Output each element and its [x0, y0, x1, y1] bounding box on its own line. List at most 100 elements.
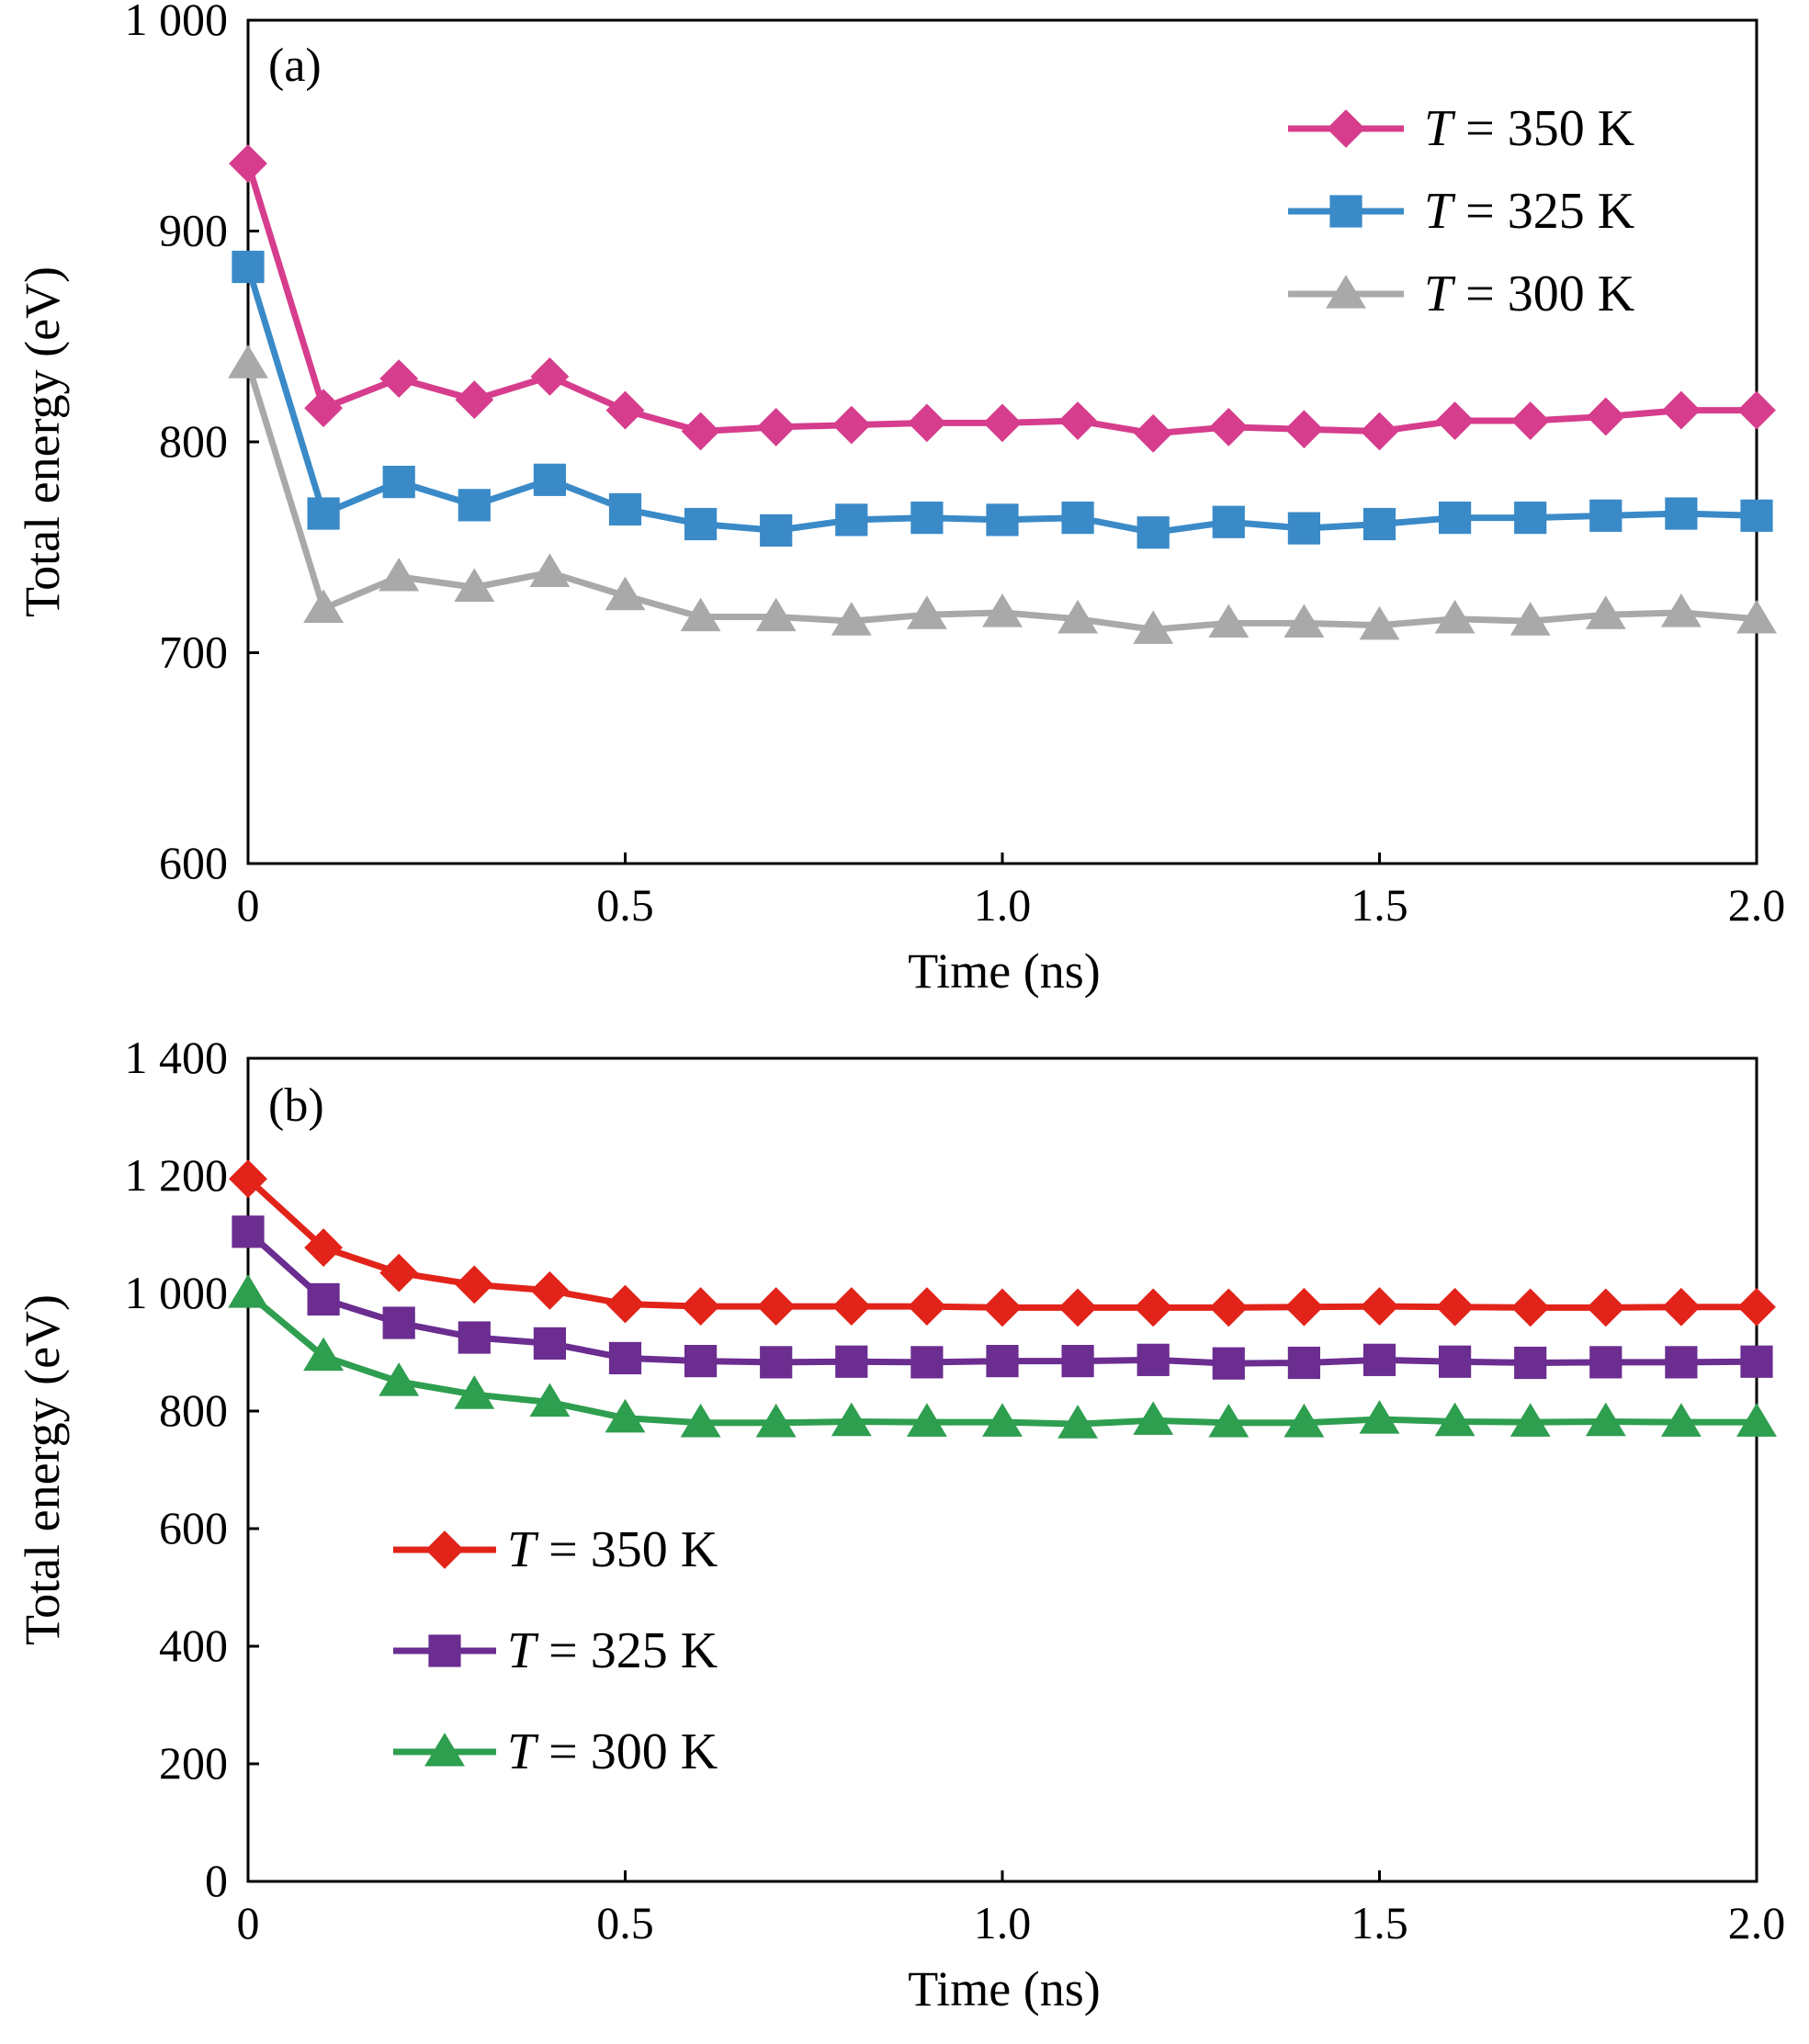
legend-label: T = 350 K [507, 1521, 718, 1578]
data-point [681, 1287, 720, 1326]
data-point [760, 1346, 793, 1379]
x-tick-label: 0.5 [596, 1897, 654, 1948]
data-point [755, 1403, 797, 1438]
data-point [1359, 605, 1400, 640]
x-tick-label: 0 [237, 879, 260, 931]
legend-label-italic: T [1424, 183, 1456, 240]
data-point [1287, 1346, 1320, 1380]
x-tick-label: 1.5 [1351, 879, 1408, 931]
data-point [1439, 502, 1472, 535]
data-point [1133, 610, 1174, 644]
data-point [906, 595, 947, 629]
data-point [229, 144, 267, 183]
data-point [831, 405, 871, 445]
data-point [379, 359, 419, 399]
data-point [379, 557, 420, 592]
x-axis-title: Time (ns) [908, 1961, 1101, 2016]
series-triangle [228, 344, 1777, 644]
data-point [983, 1288, 1022, 1327]
data-point [680, 597, 721, 632]
data-point [986, 503, 1019, 536]
y-axis-title: Total energy (eV) [15, 266, 70, 617]
data-point [1134, 1288, 1173, 1327]
data-point [983, 403, 1022, 443]
legend-marker [1329, 195, 1362, 228]
data-point [1665, 497, 1698, 530]
data-point [681, 412, 720, 451]
x-tick-label: 1.0 [974, 1897, 1032, 1948]
data-point [684, 507, 718, 541]
data-point [1514, 502, 1547, 535]
data-point [307, 497, 340, 530]
data-point [454, 1375, 495, 1409]
x-axis-title: Time (ns) [908, 943, 1101, 999]
data-point [1586, 1288, 1625, 1327]
data-point [1589, 499, 1622, 532]
y-tick-label: 800 [159, 415, 228, 467]
chart-panel-b: 0 200 400 600 800 1 000 1 200 1 400 0 0.5 1.0 1.5 2.… [15, 1032, 1785, 2016]
data-point [1509, 602, 1551, 636]
data-point [529, 553, 571, 587]
y-tick-label: 1 200 [125, 1149, 229, 1201]
x-tick-label: 1.5 [1351, 1897, 1408, 1948]
data-point [530, 356, 570, 396]
data-point [1660, 1403, 1702, 1437]
data-point [1283, 1403, 1325, 1438]
series-diamond [229, 1159, 1776, 1327]
legend-marker [1326, 275, 1366, 309]
data-point [1509, 1403, 1551, 1437]
data-point [455, 380, 494, 419]
data-point [605, 390, 645, 430]
legend-label: T = 325 K [1424, 183, 1634, 240]
legend-label: T = 325 K [507, 1622, 718, 1679]
legend-label-italic: T [507, 1622, 539, 1679]
data-point [533, 463, 566, 496]
data-point [1439, 1345, 1472, 1378]
x-tick-label: 2.0 [1728, 879, 1786, 931]
legend-label-text: = 300 K [536, 1723, 718, 1780]
data-point [835, 1345, 868, 1378]
data-point [458, 489, 491, 522]
data-point [831, 1402, 872, 1437]
data-point [382, 1306, 415, 1339]
y-tick-label: 600 [159, 1502, 228, 1553]
data-point [533, 1327, 566, 1360]
data-point [608, 492, 642, 526]
data-point [906, 1403, 947, 1437]
data-point [1662, 1287, 1701, 1327]
data-point [1360, 412, 1399, 451]
panel-label: (b) [268, 1079, 324, 1132]
data-point [454, 568, 495, 603]
legend-label-text: = 325 K [1453, 183, 1634, 240]
data-point [1360, 1287, 1399, 1326]
chart-panel-a: 600 700 800 900 1 000 0 0.5 1.0 1.5 2.0 Time (ns) T… [15, 0, 1785, 999]
data-point [1212, 1347, 1245, 1380]
legend-entry: T = 325 K [393, 1622, 718, 1679]
data-point [1586, 397, 1625, 436]
data-point [1510, 401, 1550, 440]
data-point [1362, 1343, 1396, 1376]
data-point [831, 1287, 871, 1326]
data-point [1208, 1403, 1249, 1438]
data-point [1740, 1345, 1773, 1378]
data-point [1287, 512, 1320, 545]
data-point [1362, 507, 1396, 541]
legend-label-text: = 350 K [1453, 100, 1634, 157]
data-point [228, 344, 268, 378]
data-point [910, 502, 944, 535]
legend-label-italic: T [507, 1723, 539, 1780]
x-tick-label: 0.5 [596, 879, 654, 931]
data-point [1665, 1346, 1698, 1379]
y-tick-label: 200 [159, 1737, 228, 1789]
legend-marker [424, 1733, 465, 1767]
legend-label-text: = 300 K [1453, 265, 1634, 322]
data-point [1284, 1287, 1324, 1327]
data-point [908, 403, 946, 443]
data-point [1057, 1405, 1099, 1439]
y-axis-title: Total energy (eV) [15, 1294, 70, 1645]
data-point [1136, 516, 1170, 549]
data-point [382, 466, 415, 499]
series-diamond [229, 144, 1776, 453]
data-point [1510, 1288, 1550, 1327]
